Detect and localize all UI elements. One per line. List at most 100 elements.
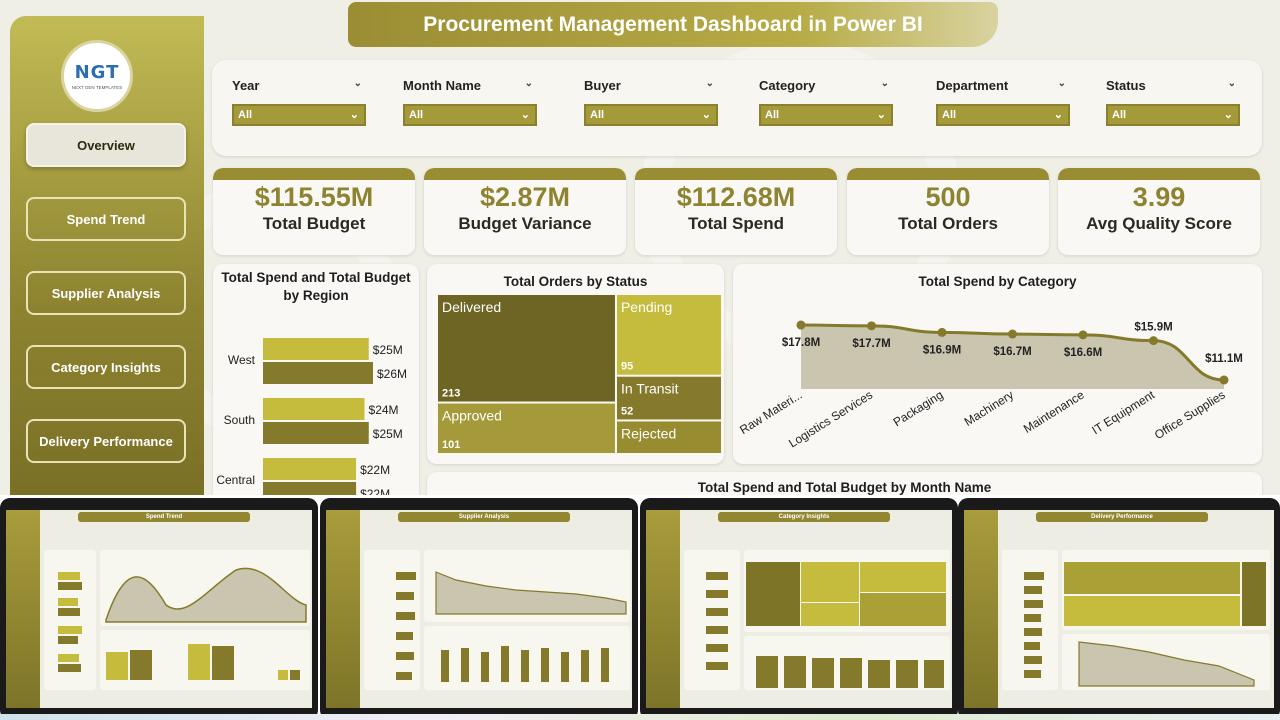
treemap-value: 52 — [621, 405, 633, 417]
kpi-value: $112.68M — [676, 182, 796, 212]
chart-title: Total Orders by Status — [503, 274, 648, 289]
chevron-down-icon: ⌄ — [876, 109, 886, 121]
treemap-tile — [616, 421, 721, 453]
dropdown-value: All — [238, 109, 253, 121]
filter-department: Department ⌄ All ⌄ — [936, 78, 1070, 126]
nav-supplier-analysis-button[interactable]: Supplier Analysis — [26, 271, 186, 315]
chevron-down-icon[interactable]: ⌄ — [880, 78, 889, 89]
data-point — [867, 321, 876, 331]
category-tick-label: Office Supplies — [1152, 388, 1228, 443]
bar-data-label: $26M — [377, 367, 407, 381]
treemap-tile — [616, 376, 721, 420]
data-point — [937, 327, 947, 337]
data-label: $11.1M — [1205, 353, 1243, 365]
chart-title: Total Spend by Category — [918, 274, 1077, 289]
filter-label: Year — [232, 78, 260, 93]
kpi-card-total-orders: 500 Total Orders — [847, 168, 1049, 255]
bar-data-label: $22M — [360, 487, 390, 495]
filter-label: Category — [759, 78, 816, 93]
preview-tablet-supplier-analysis: Supplier Analysis — [320, 498, 638, 720]
region-chart-card: Total Spend and Total Budget by Region W… — [213, 264, 419, 495]
status-treemap: Delivered 213 Approved 101 Pending 95 In Trans… — [438, 295, 721, 453]
treemap-label: Rejected — [621, 425, 676, 441]
bottom-bar — [0, 714, 1280, 720]
data-label: $17.7M — [852, 338, 890, 350]
filter-label: Month Name — [403, 78, 481, 93]
region-bar — [263, 422, 369, 444]
preview-chart — [706, 562, 946, 688]
kpi-value: 3.99 — [1132, 182, 1186, 212]
nav-category-insights-button[interactable]: Category Insights — [26, 345, 186, 389]
bar-data-label: $24M — [369, 403, 399, 417]
region-bar — [263, 458, 357, 480]
nav-spend-trend-button[interactable]: Spend Trend — [26, 197, 186, 241]
dropdown-value: All — [765, 109, 780, 121]
chevron-down-icon[interactable]: ⌄ — [524, 78, 533, 89]
preview-tablet-category-insights: Category Insights — [640, 498, 958, 720]
category-tick-label: Machinery — [962, 388, 1016, 429]
dropdown-value: All — [1112, 109, 1127, 121]
nav-delivery-performance-button[interactable]: Delivery Performance — [26, 419, 186, 463]
kpi-value: $2.87M — [479, 182, 571, 212]
month-name-dropdown[interactable]: All ⌄ — [403, 104, 537, 126]
kpi-card-avg-quality-score: 3.99 Avg Quality Score — [1058, 168, 1260, 255]
dashboard: NGT NEXT GEN TEMPLATES Overview Spend Tr… — [0, 0, 1280, 495]
chevron-down-icon[interactable]: ⌄ — [705, 78, 714, 89]
category-chart-card: Total Spend by Category $17.8M Raw Materi… — [733, 264, 1262, 464]
treemap-value: 213 — [442, 388, 460, 400]
dropdown-value: All — [942, 109, 957, 121]
category-dropdown[interactable]: All ⌄ — [759, 104, 893, 126]
status-dropdown[interactable]: All ⌄ — [1106, 104, 1240, 126]
sidebar: NGT NEXT GEN TEMPLATES — [10, 16, 204, 495]
region-bar — [263, 338, 369, 360]
preview-title: Category Insights — [718, 512, 890, 522]
data-point — [796, 320, 806, 330]
kpi-value: $115.55M — [254, 182, 374, 212]
filter-month-name: Month Name ⌄ All ⌄ — [403, 78, 537, 126]
region-tick-label: South — [224, 413, 255, 427]
treemap-label: Pending — [621, 299, 672, 315]
logo-text: NGT — [74, 62, 120, 83]
treemap-tile — [616, 295, 721, 375]
preview-tablet-delivery-performance: Delivery Performance — [958, 498, 1280, 720]
category-tick-label: Maintenance — [1021, 388, 1087, 436]
treemap-label: In Transit — [621, 381, 679, 397]
nav-overview-button[interactable]: Overview — [26, 123, 186, 167]
month-chart-card: Total Spend and Total Budget by Month Na… — [427, 472, 1262, 495]
data-point — [1078, 330, 1088, 340]
kpi-card-budget-variance: $2.87M Budget Variance — [424, 168, 626, 255]
chart-title: Total Spend and Total Budget by Region — [221, 270, 411, 303]
kpi-label: Total Budget — [262, 214, 366, 233]
department-dropdown[interactable]: All ⌄ — [936, 104, 1070, 126]
chevron-down-icon[interactable]: ⌄ — [1057, 78, 1066, 89]
preview-chart — [396, 571, 627, 682]
category-tick-label: IT Equipment — [1089, 387, 1157, 437]
logo-subtext: NEXT GEN TEMPLATES — [71, 85, 123, 90]
bar-data-label: $25M — [373, 343, 403, 357]
chevron-down-icon[interactable]: ⌄ — [353, 78, 362, 89]
preview-title: Spend Trend — [78, 512, 250, 522]
dropdown-value: All — [409, 109, 424, 121]
preview-title: Delivery Performance — [1036, 512, 1208, 522]
area-fill — [801, 325, 1224, 389]
chevron-down-icon[interactable]: ⌄ — [1227, 78, 1236, 89]
kpi-label: Avg Quality Score — [1086, 214, 1232, 233]
category-tick-label: Raw Materi... — [737, 388, 804, 437]
preview-title: Supplier Analysis — [398, 512, 570, 522]
chevron-down-icon: ⌄ — [1053, 109, 1063, 121]
treemap-value: 101 — [442, 439, 460, 451]
preview-chart — [58, 567, 307, 680]
filter-year: Year ⌄ All ⌄ — [232, 78, 366, 126]
treemap-tile — [438, 295, 615, 402]
chevron-down-icon: ⌄ — [520, 109, 530, 121]
dropdown-value: All — [590, 109, 605, 121]
data-label: $15.9M — [1134, 322, 1172, 334]
chevron-down-icon: ⌄ — [349, 109, 359, 121]
buyer-dropdown[interactable]: All ⌄ — [584, 104, 718, 126]
year-dropdown[interactable]: All ⌄ — [232, 104, 366, 126]
chevron-down-icon: ⌄ — [701, 109, 711, 121]
treemap-value: 95 — [621, 361, 633, 373]
page-title: Procurement Management Dashboard in Powe… — [348, 2, 998, 47]
